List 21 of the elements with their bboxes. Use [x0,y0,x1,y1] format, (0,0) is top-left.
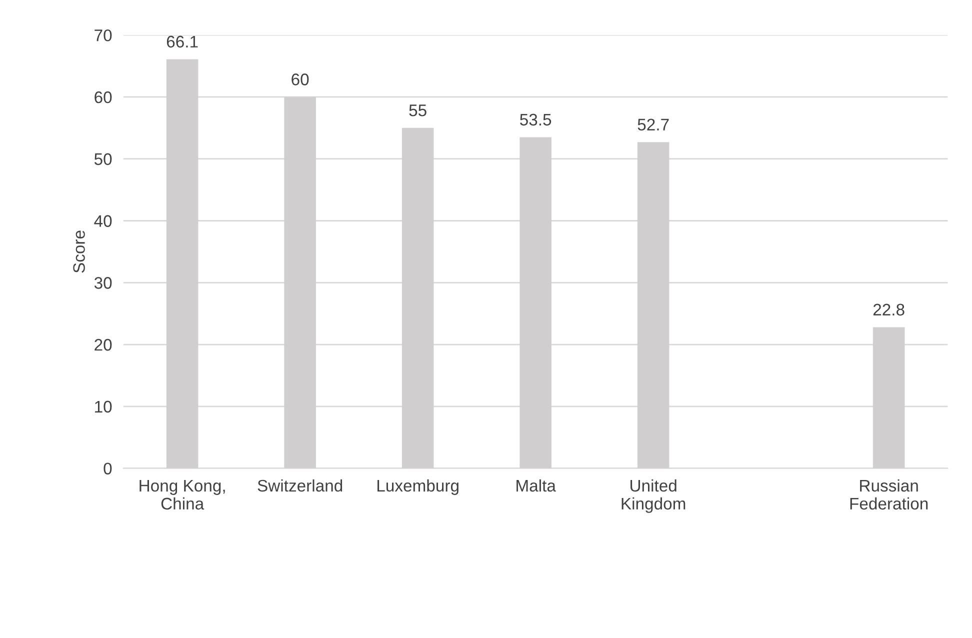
y-tick-label: 50 [94,153,112,166]
y-tick-label: 60 [94,91,112,104]
y-tick-label: 0 [104,462,112,474]
x-tick-label: Malta [516,479,556,492]
x-tick-label: Hong Kong, China [140,480,225,510]
data-label: 55 [409,104,426,116]
data-label: 22.8 [873,304,904,316]
data-label: 53.5 [520,114,552,126]
y-tick-label: 40 [94,215,112,227]
y-tick-label: 10 [95,400,112,413]
data-label: 66.1 [166,36,198,48]
x-tick-label: Switzerland [258,479,342,492]
y-tick-label: 70 [94,29,112,42]
data-label: 52.7 [638,118,669,131]
data-label: 60 [292,74,309,86]
y-axis-title: Score [73,230,85,273]
x-tick-label: Russian Federation [850,479,928,510]
x-tick-label: United Kingdom [622,479,686,513]
y-tick-label: 30 [94,277,112,289]
y-tick-label: 20 [94,338,112,351]
x-tick-label: Luxemburg [378,479,458,495]
